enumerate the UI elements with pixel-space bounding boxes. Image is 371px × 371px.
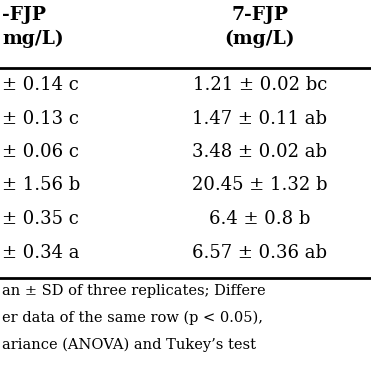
Text: mg/L): mg/L) xyxy=(2,30,63,48)
Text: er data of the same row (p < 0.05),: er data of the same row (p < 0.05), xyxy=(2,311,263,325)
Text: 1.47 ± 0.11 ab: 1.47 ± 0.11 ab xyxy=(193,109,328,128)
Text: (mg/L): (mg/L) xyxy=(225,30,295,48)
Text: an ± SD of three replicates; Differe: an ± SD of three replicates; Differe xyxy=(2,284,266,298)
Text: 7-FJP: 7-FJP xyxy=(232,6,289,24)
Text: 20.45 ± 1.32 b: 20.45 ± 1.32 b xyxy=(192,177,328,194)
Text: -FJP: -FJP xyxy=(2,6,46,24)
Text: ariance (ANOVA) and Tukey’s test: ariance (ANOVA) and Tukey’s test xyxy=(2,338,256,352)
Text: ± 0.13 c: ± 0.13 c xyxy=(2,109,79,128)
Text: 6.4 ± 0.8 b: 6.4 ± 0.8 b xyxy=(209,210,311,228)
Text: ± 0.35 c: ± 0.35 c xyxy=(2,210,79,228)
Text: ± 0.06 c: ± 0.06 c xyxy=(2,143,79,161)
Text: ± 1.56 b: ± 1.56 b xyxy=(2,177,80,194)
Text: 6.57 ± 0.36 ab: 6.57 ± 0.36 ab xyxy=(193,243,328,262)
Text: ± 0.34 a: ± 0.34 a xyxy=(2,243,79,262)
Text: 1.21 ± 0.02 bc: 1.21 ± 0.02 bc xyxy=(193,76,327,94)
Text: ± 0.14 c: ± 0.14 c xyxy=(2,76,79,94)
Text: 3.48 ± 0.02 ab: 3.48 ± 0.02 ab xyxy=(193,143,328,161)
